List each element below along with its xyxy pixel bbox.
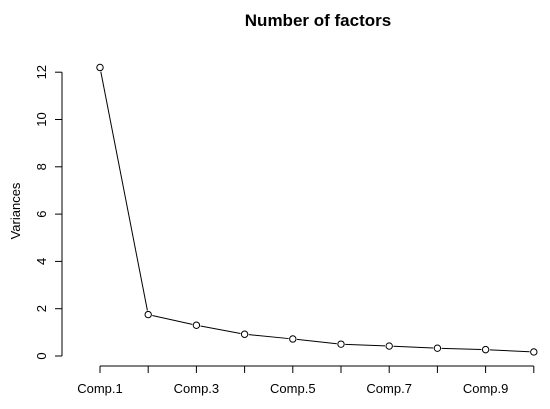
series-line-segment <box>296 338 337 345</box>
y-axis: 0 2 4 6 8 10 12 <box>34 65 63 360</box>
series-line-segment <box>248 334 289 340</box>
data-point <box>289 335 297 343</box>
x-tick-label: Comp.5 <box>270 381 316 396</box>
series-line <box>100 71 530 353</box>
series-line-segment <box>441 347 482 350</box>
x-tick-label: Comp.3 <box>174 381 220 396</box>
data-point <box>481 345 490 354</box>
series-line-segment <box>393 345 434 349</box>
data-point <box>337 340 345 348</box>
data-point <box>385 342 393 350</box>
series-points <box>96 63 538 356</box>
series-line-segment <box>489 349 530 353</box>
x-tick-label: Comp.1 <box>77 381 123 396</box>
y-axis-label: Variances <box>8 182 23 239</box>
y-tick-label: 4 <box>34 258 49 265</box>
data-point <box>433 344 442 352</box>
data-point <box>96 63 104 72</box>
chart-title: Number of factors <box>245 11 391 30</box>
series-line-segment <box>152 315 193 325</box>
series-line-segment <box>200 325 241 334</box>
data-point <box>240 330 249 338</box>
series-line-segment <box>100 71 148 311</box>
x-tick-label: Comp.7 <box>366 381 412 396</box>
y-tick-label: 10 <box>34 112 49 126</box>
x-tick-label: Comp.9 <box>463 381 509 396</box>
data-point <box>144 310 152 319</box>
x-axis: Comp.1 Comp.3 Comp.5 Comp.7 Comp.9 <box>77 365 535 396</box>
y-tick-label: 6 <box>34 210 49 217</box>
y-tick-label: 8 <box>34 163 49 170</box>
series-line-segment <box>345 343 386 347</box>
y-tick-label: 2 <box>34 305 49 312</box>
data-point <box>530 348 538 356</box>
y-tick-label: 12 <box>34 65 49 79</box>
y-tick-label: 0 <box>34 352 49 359</box>
data-point <box>192 321 201 329</box>
